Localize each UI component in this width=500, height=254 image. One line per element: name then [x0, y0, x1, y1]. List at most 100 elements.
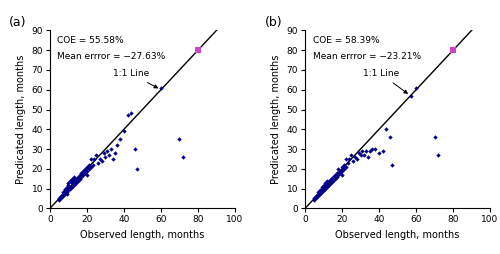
- Text: 1:1 Line: 1:1 Line: [363, 69, 408, 93]
- Point: [334, 167, 342, 171]
- Point: [104, 149, 112, 153]
- Point: [314, 194, 322, 198]
- Point: [86, 157, 94, 161]
- Point: [318, 186, 326, 190]
- Point: [430, 135, 438, 139]
- Point: [112, 143, 120, 147]
- Point: [98, 159, 106, 163]
- Point: [107, 147, 115, 151]
- Point: [83, 173, 91, 177]
- Point: [59, 193, 67, 197]
- Point: [66, 186, 74, 190]
- Point: [157, 86, 165, 90]
- Point: [316, 188, 324, 193]
- Point: [340, 163, 348, 167]
- Point: [324, 184, 332, 188]
- Point: [70, 179, 78, 183]
- Point: [68, 181, 76, 185]
- Point: [386, 135, 394, 139]
- Point: [81, 171, 89, 175]
- Point: [96, 157, 104, 161]
- Point: [62, 193, 70, 197]
- Point: [61, 188, 69, 193]
- Point: [338, 173, 346, 177]
- Point: [194, 48, 202, 52]
- Point: [318, 190, 326, 195]
- Point: [83, 169, 91, 173]
- Point: [375, 151, 383, 155]
- Point: [66, 184, 74, 188]
- Point: [179, 155, 187, 159]
- Point: [120, 129, 128, 133]
- Point: [325, 183, 333, 187]
- Point: [86, 165, 94, 169]
- Point: [330, 177, 338, 181]
- Point: [314, 193, 322, 197]
- Point: [366, 149, 374, 153]
- Point: [90, 157, 98, 161]
- Y-axis label: Predicated length, months: Predicated length, months: [16, 55, 26, 184]
- Point: [334, 173, 342, 177]
- Point: [322, 184, 330, 188]
- Text: (b): (b): [264, 16, 282, 29]
- Point: [316, 190, 324, 195]
- Point: [310, 198, 318, 202]
- Point: [109, 157, 117, 161]
- Point: [327, 181, 335, 185]
- Point: [382, 127, 390, 131]
- Point: [316, 193, 324, 197]
- Point: [94, 161, 102, 165]
- Point: [332, 171, 340, 175]
- Point: [320, 183, 328, 187]
- Point: [59, 190, 67, 195]
- Point: [379, 149, 387, 153]
- Point: [318, 184, 326, 188]
- X-axis label: Observed length, months: Observed length, months: [336, 230, 460, 240]
- Point: [336, 171, 344, 175]
- Point: [346, 157, 354, 161]
- Point: [105, 153, 113, 157]
- Point: [329, 175, 337, 179]
- Point: [85, 163, 93, 167]
- Point: [70, 175, 78, 179]
- Point: [322, 186, 330, 190]
- Point: [330, 173, 338, 177]
- Point: [310, 196, 318, 200]
- Point: [64, 183, 72, 187]
- Point: [76, 173, 84, 177]
- Point: [128, 112, 136, 116]
- Y-axis label: Predicated length, months: Predicated length, months: [271, 55, 281, 184]
- Point: [349, 159, 357, 163]
- Point: [325, 179, 333, 183]
- Point: [351, 155, 359, 159]
- Point: [110, 151, 118, 155]
- Point: [176, 137, 184, 141]
- Point: [64, 186, 72, 190]
- Point: [131, 147, 139, 151]
- Point: [327, 177, 335, 181]
- Point: [336, 169, 344, 173]
- Point: [342, 157, 350, 161]
- Point: [348, 153, 356, 157]
- Point: [74, 175, 82, 179]
- Point: [57, 196, 65, 200]
- Point: [318, 188, 326, 193]
- Point: [412, 86, 420, 90]
- Point: [62, 188, 70, 193]
- Point: [344, 161, 351, 165]
- Point: [59, 194, 67, 198]
- Point: [61, 190, 69, 195]
- Point: [324, 183, 332, 187]
- Point: [342, 165, 350, 169]
- Point: [364, 155, 372, 159]
- Point: [332, 175, 340, 179]
- Point: [57, 194, 65, 198]
- Point: [320, 188, 328, 193]
- Text: Mean errror = −27.63%: Mean errror = −27.63%: [58, 52, 166, 61]
- Point: [434, 153, 442, 157]
- Text: COE = 58.39%: COE = 58.39%: [312, 36, 379, 45]
- Point: [354, 151, 362, 155]
- Point: [312, 194, 320, 198]
- Text: Mean errror = −23.21%: Mean errror = −23.21%: [312, 52, 420, 61]
- Point: [80, 169, 88, 173]
